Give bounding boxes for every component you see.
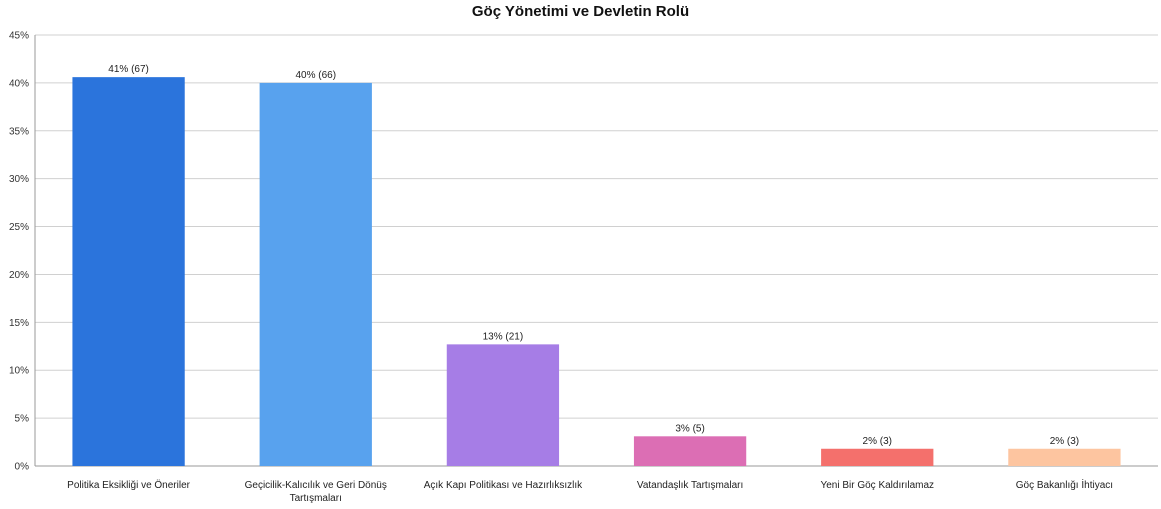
x-category-label: Açık Kapı Politikası ve Hazırlıksızlık: [424, 480, 583, 491]
data-label: 2% (3): [1050, 436, 1079, 447]
y-tick-label: 20%: [9, 270, 29, 281]
x-category-label: Politika Eksikliği ve Öneriler: [67, 479, 190, 491]
data-label: 41% (67): [108, 64, 149, 75]
x-category-label: Göç Bakanlığı İhtiyacı: [1016, 478, 1113, 491]
y-tick-label: 45%: [9, 31, 29, 42]
y-tick-label: 5%: [15, 414, 30, 425]
x-category-label: Vatandaşlık Tartışmaları: [637, 480, 743, 491]
y-tick-label: 15%: [9, 318, 29, 329]
bar: [72, 77, 185, 467]
bar: [259, 82, 372, 466]
y-tick-label: 25%: [9, 222, 29, 233]
x-category-label: Geçicilik-Kalıcılık ve Geri Dönüş: [245, 480, 387, 491]
y-tick-label: 10%: [9, 366, 29, 377]
data-label: 13% (21): [483, 331, 524, 342]
data-label: 40% (66): [295, 70, 336, 81]
data-label: 2% (3): [863, 436, 892, 447]
chart-title: Göç Yönetimi ve Devletin Rolü: [471, 3, 690, 20]
bar: [1008, 448, 1121, 466]
x-category-label: Yeni Bir Göç Kaldırılamaz: [820, 480, 934, 491]
y-tick-label: 0%: [15, 462, 30, 473]
y-tick-label: 30%: [9, 174, 29, 185]
y-tick-label: 35%: [9, 126, 29, 137]
bar: [633, 436, 747, 466]
data-label: 3% (5): [675, 423, 704, 434]
bar: [446, 344, 560, 466]
y-tick-label: 40%: [9, 78, 29, 89]
bar: [821, 448, 934, 466]
x-category-label: Tartışmaları: [290, 493, 342, 504]
